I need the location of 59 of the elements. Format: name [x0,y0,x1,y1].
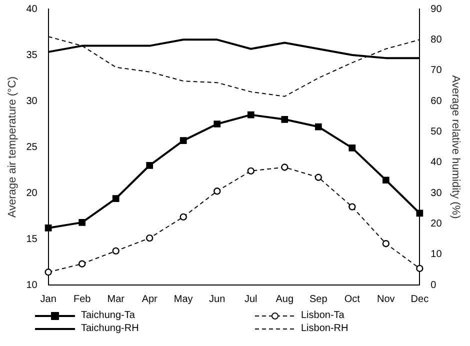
point [146,234,154,242]
legend-label: Lisbon-RH [301,323,348,334]
point [247,111,254,118]
y2-tick-label: 20 [430,218,442,230]
point [281,116,288,123]
point [44,268,52,276]
point [180,213,187,221]
y2-tick-label: 60 [430,96,442,107]
y2-tick-label: 0 [430,280,437,291]
y-tick-label: 10 [26,280,38,291]
point [382,240,390,248]
x-tick-label: Jan [40,294,56,305]
point [281,164,288,171]
y2-tick-label: 10 [430,249,442,260]
y-tick-label: 15 [26,234,38,245]
y2-tick-label: 70 [430,65,442,76]
point [314,123,322,130]
y-axis-title: Average air temperature (°C) [6,76,19,218]
point [416,264,424,272]
x-tick-label: Apr [142,294,158,305]
legend-label: Taichung-RH [81,323,139,334]
x-tick-label: Oct [344,294,360,305]
y-tick-label: 25 [26,142,38,153]
point [382,176,390,184]
x-tick-label: Mar [107,294,126,305]
x-tick-label: Dec [410,294,429,305]
y2-tick-label: 50 [430,126,442,138]
point [247,167,254,175]
point [348,203,356,210]
y-tick-label: 40 [26,4,38,15]
point [314,174,322,181]
y2-tick-label: 40 [430,157,442,168]
y-tick-label: 20 [26,188,38,199]
point [180,137,187,144]
y2-tick-label: 80 [430,34,442,46]
point [112,195,120,202]
x-tick-label: Jul [244,294,258,305]
x-tick-label: Feb [73,294,92,305]
point [78,260,86,268]
point [146,162,154,169]
y2-tick-label: 90 [430,4,442,15]
point [348,144,356,152]
x-tick-label: Jun [209,294,226,305]
y-tick-label: 30 [26,96,38,107]
legend-label: Taichung-Ta [81,310,135,321]
x-tick-label: Aug [276,294,294,305]
point [112,247,120,255]
y2-axis-title: Average relative humidity (%) [449,75,462,219]
x-tick-label: May [174,294,193,305]
y2-tick-label: 30 [430,188,442,199]
y-tick-label: 35 [26,50,38,61]
x-tick-label: Nov [377,294,395,305]
point [78,219,86,226]
point [214,188,221,195]
x-tick-label: Sep [310,294,328,305]
point [416,210,424,217]
point [44,224,52,232]
legend-label: Lisbon-Ta [301,310,344,321]
point [214,120,221,128]
